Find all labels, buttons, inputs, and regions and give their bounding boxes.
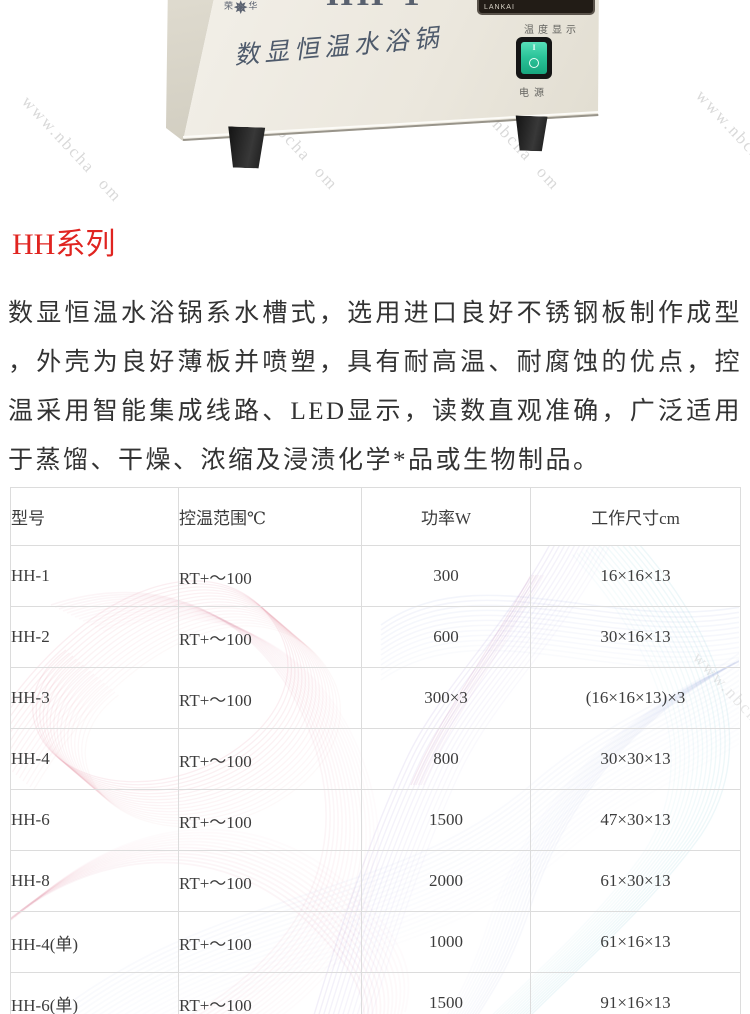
led-display: LANKAI [477, 0, 595, 15]
table-row: HH-6(单) RT+～100 1500 91×16×13 [10, 972, 741, 1014]
cell-work-size: 16×16×13 [530, 545, 741, 607]
table-row: HH-4 RT+～100 800 30×30×13 [10, 728, 741, 790]
cell-work-size: 91×16×13 [530, 972, 741, 1014]
cell-model: HH-1 [10, 545, 179, 607]
product-description: 数显恒温水浴锅系水槽式，选用进口良好不锈钢板制作成型，外壳为良好薄板并喷塑，具有… [8, 300, 742, 474]
cell-work-size: 47×30×13 [530, 789, 741, 851]
col-header-temp-range: 控温范围℃ [178, 487, 362, 546]
cell-model: HH-4(单) [10, 911, 179, 973]
display-brand-label: LANKAI [484, 4, 515, 11]
col-header-work-size: 工作尺寸cm [530, 487, 741, 546]
spec-table-header: 型号 控温范围℃ 功率W 工作尺寸cm [10, 487, 741, 546]
product-photo: 荣✵华 HH-1 数显恒温水浴锅 LANKAI 温度显示 I 电源 [0, 0, 750, 205]
cell-power: 300×3 [361, 667, 531, 729]
switch-on-mark: I [532, 43, 536, 52]
table-row: HH-6 RT+～100 1500 47×30×13 [10, 789, 741, 851]
device-foot [511, 115, 550, 151]
spec-table-body: HH-1 RT+～100 300 16×16×13 HH-2 RT+～100 6… [10, 545, 741, 1014]
content-area: HH系列 数显恒温水浴锅系水槽式，选用进口良好不锈钢板制作成型，外壳为良好薄板并… [0, 227, 750, 1014]
spec-table: 型号 控温范围℃ 功率W 工作尺寸cm HH-1 RT+～100 300 16×… [10, 487, 741, 1014]
cell-power: 600 [361, 606, 531, 668]
cell-temp-range: RT+～100 [178, 728, 362, 790]
cell-temp-range: RT+～100 [178, 545, 362, 607]
cell-work-size: 30×16×13 [530, 606, 741, 668]
switch-off-mark [529, 58, 539, 68]
cell-work-size: (16×16×13)×3 [530, 667, 741, 729]
table-row: HH-3 RT+～100 300×3 (16×16×13)×3 [10, 667, 741, 729]
col-header-model: 型号 [10, 487, 179, 546]
table-row: HH-4(单) RT+～100 1000 61×16×13 [10, 911, 741, 973]
brand-logo: 荣✵华 [224, 0, 258, 17]
cell-work-size: 30×30×13 [530, 728, 741, 790]
device-foot [223, 126, 268, 169]
cell-model: HH-4 [10, 728, 179, 790]
series-heading: HH系列 [12, 228, 116, 261]
cell-work-size: 61×16×13 [530, 911, 741, 973]
cell-temp-range: RT+～100 [178, 667, 362, 729]
spec-table-section: 型号 控温范围℃ 功率W 工作尺寸cm HH-1 RT+～100 300 16×… [10, 487, 741, 1014]
power-switch-rocker: I [521, 42, 547, 74]
cell-temp-range: RT+～100 [178, 911, 362, 973]
cell-temp-range: RT+～100 [178, 606, 362, 668]
cell-power: 1000 [361, 911, 531, 973]
cell-work-size: 61×30×13 [530, 850, 741, 912]
cell-model: HH-2 [10, 606, 179, 668]
cell-temp-range: RT+～100 [178, 972, 362, 1014]
water-bath-device: 荣✵华 HH-1 数显恒温水浴锅 LANKAI 温度显示 I 电源 [160, 0, 640, 190]
table-row: HH-8 RT+～100 2000 61×30×13 [10, 850, 741, 912]
cell-power: 800 [361, 728, 531, 790]
cell-temp-range: RT+～100 [178, 850, 362, 912]
temperature-display-label: 温度显示 [524, 25, 580, 36]
header-row: 型号 控温范围℃ 功率W 工作尺寸cm [10, 487, 741, 546]
cell-power: 2000 [361, 850, 531, 912]
col-header-power: 功率W [361, 487, 531, 546]
cell-power: 300 [361, 545, 531, 607]
cell-temp-range: RT+～100 [178, 789, 362, 851]
brand-emblem-icon: ✵ [234, 0, 248, 17]
cell-model: HH-8 [10, 850, 179, 912]
table-row: HH-1 RT+～100 300 16×16×13 [10, 545, 741, 607]
cell-power: 1500 [361, 972, 531, 1014]
power-label: 电源 [519, 88, 549, 99]
model-title: HH-1 [310, 0, 440, 14]
cell-model: HH-6 [10, 789, 179, 851]
power-switch: I [516, 37, 552, 79]
table-row: HH-2 RT+～100 600 30×16×13 [10, 606, 741, 668]
cell-model: HH-6(单) [10, 972, 179, 1014]
cell-power: 1500 [361, 789, 531, 851]
cell-model: HH-3 [10, 667, 179, 729]
